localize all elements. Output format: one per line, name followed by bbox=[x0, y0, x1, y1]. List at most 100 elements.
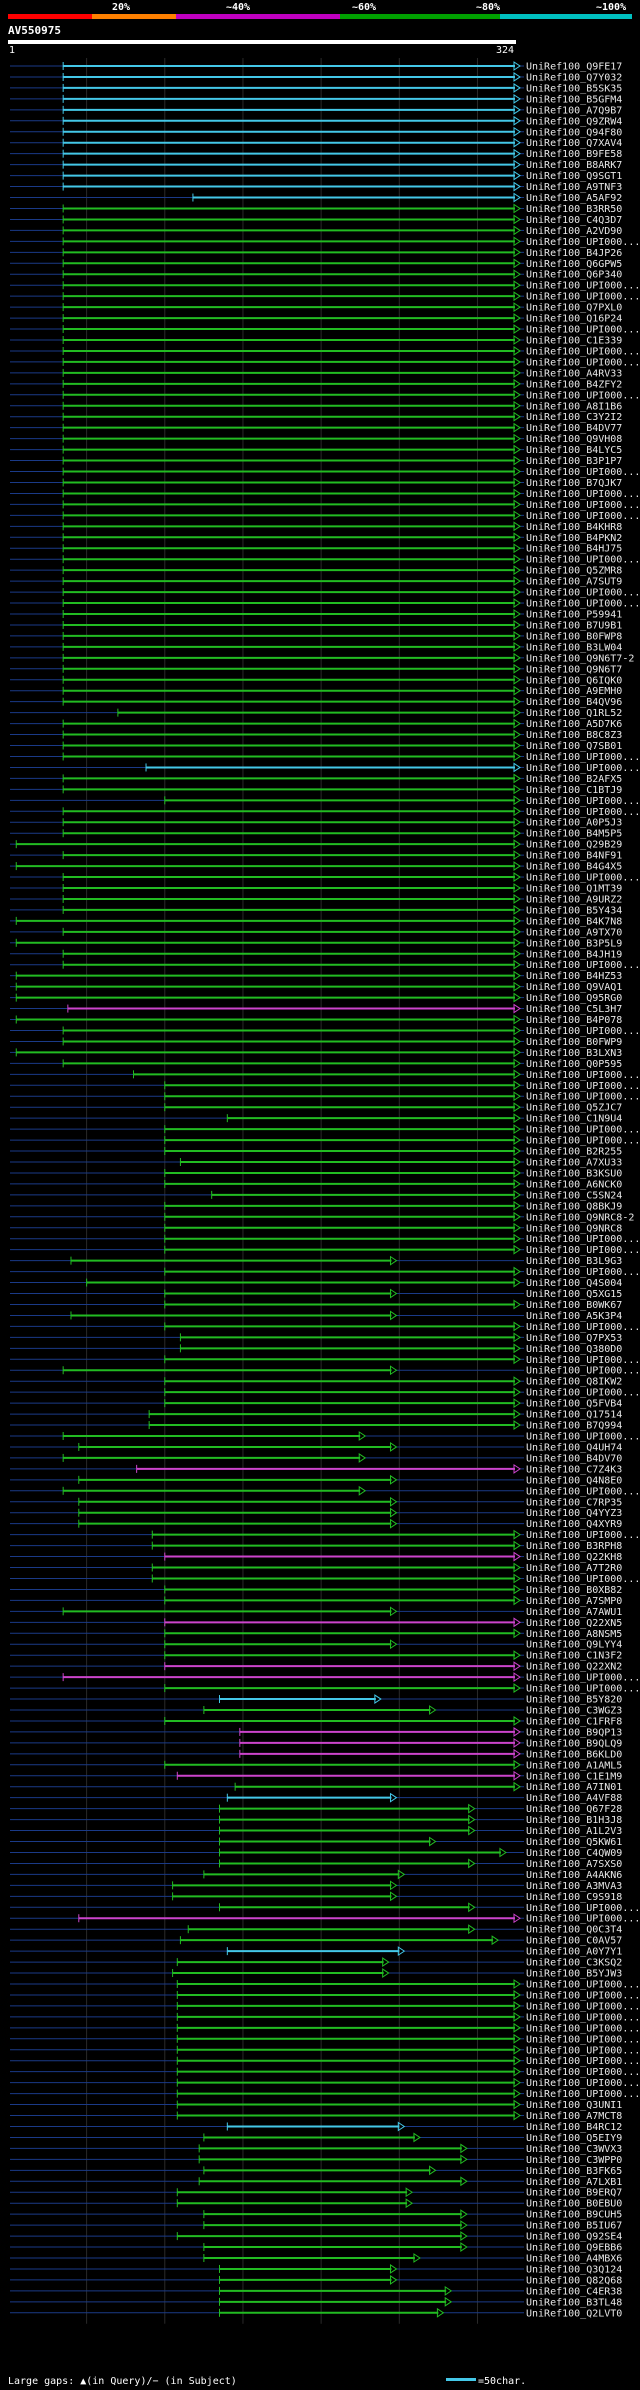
hit-row[interactable]: UniRef100_Q9FE17 bbox=[10, 61, 622, 73]
hit-row[interactable]: UniRef100_C3WPP0 bbox=[10, 2154, 622, 2166]
hit-label[interactable]: UniRef100_Q29B29 bbox=[526, 840, 622, 851]
hit-row[interactable]: UniRef100_B5Y434 bbox=[10, 904, 622, 916]
hit-row[interactable]: UniRef100_UPI000... bbox=[10, 1354, 640, 1366]
hit-label[interactable]: UniRef100_UPI000... bbox=[526, 1070, 640, 1081]
hit-row[interactable]: UniRef100_B4LYC5 bbox=[10, 444, 622, 456]
hit-label[interactable]: UniRef100_UPI000... bbox=[526, 2001, 640, 2012]
hit-row[interactable]: UniRef100_B5Y820 bbox=[10, 1694, 622, 1706]
hit-row[interactable]: UniRef100_Q9LYY4 bbox=[10, 1639, 622, 1651]
hit-row[interactable]: UniRef100_C3KSQ2 bbox=[10, 1957, 622, 1969]
hit-label[interactable]: UniRef100_Q17514 bbox=[526, 1410, 622, 1421]
hit-label[interactable]: UniRef100_UPI000... bbox=[526, 1245, 640, 1256]
hit-row[interactable]: UniRef100_Q5XG15 bbox=[10, 1288, 622, 1300]
hit-label[interactable]: UniRef100_A0P5J3 bbox=[526, 818, 622, 829]
hit-row[interactable]: UniRef100_A7SUT9 bbox=[10, 576, 622, 588]
hit-label[interactable]: UniRef100_UPI000... bbox=[526, 2067, 640, 2078]
hit-row[interactable]: UniRef100_B4ZFY2 bbox=[10, 378, 622, 390]
hit-row[interactable]: UniRef100_Q95RG0 bbox=[10, 992, 622, 1004]
hit-row[interactable]: UniRef100_UPI000... bbox=[10, 872, 640, 884]
hit-row[interactable]: UniRef100_A8I1B6 bbox=[10, 400, 622, 412]
hit-row[interactable]: UniRef100_B9QP13 bbox=[10, 1726, 622, 1738]
hit-label[interactable]: UniRef100_UPI000... bbox=[526, 2078, 640, 2089]
hit-label[interactable]: UniRef100_Q9NRC8-2 bbox=[526, 1212, 634, 1223]
hit-row[interactable]: UniRef100_C5L3H7 bbox=[10, 1003, 622, 1015]
hit-label[interactable]: UniRef100_C0AV57 bbox=[526, 1936, 622, 1947]
hit-row[interactable]: UniRef100_UPI000... bbox=[10, 1025, 640, 1037]
hit-label[interactable]: UniRef100_Q7PXL0 bbox=[526, 303, 622, 314]
hit-label[interactable]: UniRef100_B5GFM4 bbox=[526, 94, 622, 105]
hit-row[interactable]: UniRef100_B6KLD0 bbox=[10, 1748, 622, 1760]
hit-label[interactable]: UniRef100_B4NF91 bbox=[526, 851, 622, 862]
hit-row[interactable]: UniRef100_A7SXS0 bbox=[10, 1858, 622, 1870]
hit-row[interactable]: UniRef100_C9S918 bbox=[10, 1891, 622, 1903]
hit-label[interactable]: UniRef100_UPI000... bbox=[526, 325, 640, 336]
hit-label[interactable]: UniRef100_Q4XYR9 bbox=[526, 1519, 622, 1530]
hit-row[interactable]: UniRef100_UPI000... bbox=[10, 2044, 640, 2056]
hit-row[interactable]: UniRef100_A5AF92 bbox=[10, 192, 622, 204]
hit-row[interactable]: UniRef100_B5GFM4 bbox=[10, 93, 622, 105]
hit-label[interactable]: UniRef100_B4G4X5 bbox=[526, 862, 622, 873]
hit-row[interactable]: UniRef100_B9QLQ9 bbox=[10, 1737, 622, 1749]
hit-row[interactable]: UniRef100_UPI000... bbox=[10, 1990, 640, 2001]
hit-label[interactable]: UniRef100_UPI000... bbox=[526, 489, 640, 500]
hit-label[interactable]: UniRef100_C4Q3D7 bbox=[526, 215, 622, 226]
hit-label[interactable]: UniRef100_Q9FE17 bbox=[526, 62, 622, 73]
hit-row[interactable]: UniRef100_Q7SB01 bbox=[10, 740, 622, 752]
hit-row[interactable]: UniRef100_UPI000... bbox=[10, 324, 640, 336]
hit-row[interactable]: UniRef100_A6NCK0 bbox=[10, 1178, 622, 1190]
hit-row[interactable]: UniRef100_A7MCT8 bbox=[10, 2110, 622, 2122]
hit-label[interactable]: UniRef100_Q95RG0 bbox=[526, 993, 622, 1004]
hit-row[interactable]: UniRef100_UPI000... bbox=[10, 795, 640, 807]
hit-label[interactable]: UniRef100_Q6GPW5 bbox=[526, 259, 622, 270]
hit-row[interactable]: UniRef100_UPI000... bbox=[10, 1529, 640, 1541]
hit-label[interactable]: UniRef100_Q22XN2 bbox=[526, 1662, 622, 1673]
hit-row[interactable]: UniRef100_B0FWP8 bbox=[10, 630, 622, 642]
hit-label[interactable]: UniRef100_A7SUT9 bbox=[526, 577, 622, 588]
hit-row[interactable]: UniRef100_UPI000... bbox=[10, 499, 640, 511]
hit-label[interactable]: UniRef100_B0WK67 bbox=[526, 1300, 622, 1311]
hit-row[interactable]: UniRef100_UPI000... bbox=[10, 1365, 640, 1377]
hit-row[interactable]: UniRef100_UPI000... bbox=[10, 762, 640, 774]
hit-row[interactable]: UniRef100_A2VD90 bbox=[10, 225, 622, 237]
hit-label[interactable]: UniRef100_C7Z4K3 bbox=[526, 1464, 622, 1475]
hit-row[interactable]: UniRef100_Q7Y032 bbox=[10, 72, 622, 83]
hit-label[interactable]: UniRef100_Q9NRC8 bbox=[526, 1223, 622, 1234]
hit-label[interactable]: UniRef100_B4K7N8 bbox=[526, 916, 622, 927]
hit-label[interactable]: UniRef100_A5K3P4 bbox=[526, 1311, 622, 1322]
hit-row[interactable]: UniRef100_UPI000... bbox=[10, 389, 640, 401]
hit-label[interactable]: UniRef100_A1AML5 bbox=[526, 1760, 622, 1771]
hit-row[interactable]: UniRef100_B5IU67 bbox=[10, 2220, 622, 2232]
hit-label[interactable]: UniRef100_Q7Y032 bbox=[526, 72, 622, 83]
hit-row[interactable]: UniRef100_A7Q9B7 bbox=[10, 104, 622, 116]
hit-label[interactable]: UniRef100_Q5FVB4 bbox=[526, 1399, 622, 1410]
hit-label[interactable]: UniRef100_Q1MT39 bbox=[526, 884, 622, 895]
hit-label[interactable]: UniRef100_B3LW04 bbox=[526, 642, 622, 653]
hit-label[interactable]: UniRef100_Q4YYZ3 bbox=[526, 1508, 622, 1519]
hit-row[interactable]: UniRef100_UPI000... bbox=[10, 1321, 640, 1333]
hit-label[interactable]: UniRef100_C3KSQ2 bbox=[526, 1958, 622, 1969]
hit-label[interactable]: UniRef100_UPI000... bbox=[526, 2089, 640, 2100]
hit-label[interactable]: UniRef100_B5YJW3 bbox=[526, 1969, 622, 1980]
hit-label[interactable]: UniRef100_UPI000... bbox=[526, 873, 640, 884]
hit-label[interactable]: UniRef100_Q82Q68 bbox=[526, 2275, 622, 2286]
hit-label[interactable]: UniRef100_B3RR50 bbox=[526, 204, 622, 215]
hit-label[interactable]: UniRef100_B4ZFY2 bbox=[526, 379, 622, 390]
hit-label[interactable]: UniRef100_C3WVX3 bbox=[526, 2144, 622, 2155]
hit-row[interactable]: UniRef100_Q3Q124 bbox=[10, 2264, 622, 2275]
hit-label[interactable]: UniRef100_B0FWP8 bbox=[526, 631, 622, 642]
hit-row[interactable]: UniRef100_B3P1P7 bbox=[10, 455, 622, 467]
hit-row[interactable]: UniRef100_A5D7K6 bbox=[10, 718, 622, 730]
hit-label[interactable]: UniRef100_C4QW09 bbox=[526, 1848, 622, 1859]
hit-row[interactable]: UniRef100_UPI000... bbox=[10, 510, 640, 522]
hit-label[interactable]: UniRef100_Q9LYY4 bbox=[526, 1640, 622, 1651]
hit-label[interactable]: UniRef100_B7QJK7 bbox=[526, 478, 622, 489]
hit-row[interactable]: UniRef100_UPI000... bbox=[10, 346, 640, 357]
hit-label[interactable]: UniRef100_C1N3F2 bbox=[526, 1651, 622, 1662]
hit-label[interactable]: UniRef100_UPI000... bbox=[526, 1267, 640, 1278]
hit-label[interactable]: UniRef100_C3Y2I2 bbox=[526, 412, 622, 423]
hit-row[interactable]: UniRef100_UPI000... bbox=[10, 466, 640, 478]
hit-row[interactable]: UniRef100_A0P5J3 bbox=[10, 817, 622, 829]
hit-row[interactable]: UniRef100_UPI000... bbox=[10, 1244, 640, 1256]
hit-row[interactable]: UniRef100_B9ERQ7 bbox=[10, 2187, 622, 2199]
hit-row[interactable]: UniRef100_UPI000... bbox=[10, 2088, 640, 2100]
